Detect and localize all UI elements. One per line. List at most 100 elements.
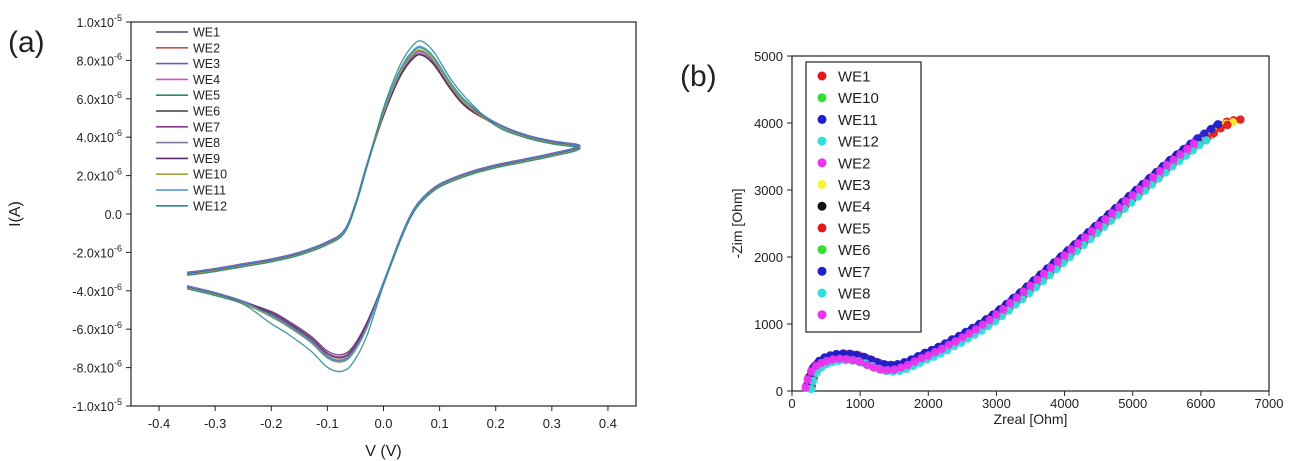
data-point <box>1149 173 1158 182</box>
legend-marker <box>817 288 827 298</box>
data-point <box>876 365 885 374</box>
y-tick-label: 6.0x10-6 <box>76 90 122 107</box>
data-point <box>992 310 1001 319</box>
data-point <box>1135 185 1144 194</box>
legend-label: WE6 <box>838 242 871 259</box>
y-tick-label: 2000 <box>754 250 783 265</box>
cv-curve-we12 <box>186 40 581 373</box>
y-tick-label: -6.0x10-6 <box>72 320 122 337</box>
data-point <box>862 360 872 370</box>
data-point <box>999 305 1008 314</box>
plot-frame <box>791 55 1270 392</box>
x-tick-label: 7000 <box>1255 396 1284 411</box>
data-point <box>958 333 967 342</box>
x-tick-label: -0.4 <box>148 416 170 431</box>
data-point <box>1026 281 1035 290</box>
data-point <box>903 360 912 370</box>
data-point <box>1128 191 1137 200</box>
data-point <box>1121 197 1131 206</box>
data-point <box>917 354 926 363</box>
legend-label: WE8 <box>193 136 220 150</box>
data-point <box>806 367 816 376</box>
y-tick-label: 1.0x10-5 <box>76 13 122 30</box>
legend-label: WE5 <box>838 220 871 237</box>
data-point <box>835 354 844 363</box>
data-point <box>896 363 906 372</box>
y-tick-label: 8.0x10-6 <box>76 51 122 68</box>
data-point <box>1142 179 1151 188</box>
data-point <box>883 366 892 375</box>
legend-label: WE11 <box>193 184 226 198</box>
x-tick-label: 2000 <box>914 396 943 411</box>
legend-label: WE6 <box>193 105 220 119</box>
legend-label: WE7 <box>838 264 871 281</box>
cv-curve-we4 <box>186 51 581 362</box>
data-point <box>803 375 812 384</box>
data-point <box>855 358 865 367</box>
data-point <box>1183 144 1192 154</box>
x-tick-label: -0.3 <box>204 416 226 431</box>
data-point <box>1012 293 1022 303</box>
y-tick-label: 5000 <box>754 49 783 64</box>
data-point <box>1162 161 1172 170</box>
data-point <box>1176 150 1185 159</box>
legend-marker <box>817 93 827 103</box>
legend-marker <box>817 266 827 276</box>
legend-label: WE7 <box>193 120 220 134</box>
data-point <box>978 320 987 329</box>
series-we9 <box>801 139 1199 392</box>
x-tick-label: -0.1 <box>316 416 338 431</box>
data-point <box>842 355 851 364</box>
data-point <box>1039 269 1049 278</box>
legend-label: WE5 <box>193 89 220 103</box>
data-point <box>1108 209 1117 218</box>
legend-marker <box>817 71 827 81</box>
legend-box <box>805 61 922 333</box>
data-point <box>1060 251 1069 260</box>
data-point <box>1223 120 1232 130</box>
x-tick-label: 0.1 <box>431 416 449 431</box>
legend-marker <box>817 114 827 124</box>
x-tick-label: 1000 <box>846 396 875 411</box>
data-point <box>1046 263 1056 272</box>
cv-curves <box>186 40 581 373</box>
data-point <box>910 357 919 366</box>
legend-marker <box>817 180 827 189</box>
legend-label: WE11 <box>838 112 878 129</box>
cv-curve-we7 <box>186 50 581 358</box>
data-point <box>1067 245 1076 254</box>
data-point <box>971 325 981 334</box>
x-axis-label: Zreal [Ohm] <box>994 411 1068 427</box>
legend-label: WE4 <box>838 199 871 216</box>
legend-label: WE12 <box>193 199 227 213</box>
y-tick-label: -4.0x10-6 <box>72 282 122 299</box>
data-point <box>924 351 933 360</box>
data-point <box>1155 167 1165 176</box>
legend-label: WE3 <box>838 177 871 194</box>
data-point <box>1236 115 1245 124</box>
data-point <box>1202 136 1211 145</box>
y-tick-label: 1000 <box>754 317 783 332</box>
data-point <box>1101 215 1110 224</box>
legend-label: WE9 <box>193 152 220 166</box>
legend-label: WE1 <box>193 26 220 40</box>
legend-label: WE8 <box>838 286 871 303</box>
eis-chart-panel-b: 0 1000 2000 3000 4000 5000 6000 7000 0 1000 2000 30… <box>729 49 1283 427</box>
x-axis-label: V (V) <box>365 443 401 460</box>
data-point <box>1189 139 1199 148</box>
data-point <box>801 383 810 392</box>
x-tick-label: 4000 <box>1050 396 1079 411</box>
scatter-points <box>801 115 1245 394</box>
data-point <box>1019 287 1028 296</box>
y-axis-label: -Zim [Ohm] <box>729 189 745 259</box>
data-point <box>1033 275 1042 284</box>
data-point <box>849 356 858 365</box>
legend-label: WE2 <box>838 155 871 172</box>
x-tick-label: 0 <box>788 396 795 411</box>
data-point <box>1005 299 1015 308</box>
data-point <box>930 347 940 357</box>
cv-curve-we3 <box>186 50 581 359</box>
x-tick-label: 0.2 <box>487 416 505 431</box>
